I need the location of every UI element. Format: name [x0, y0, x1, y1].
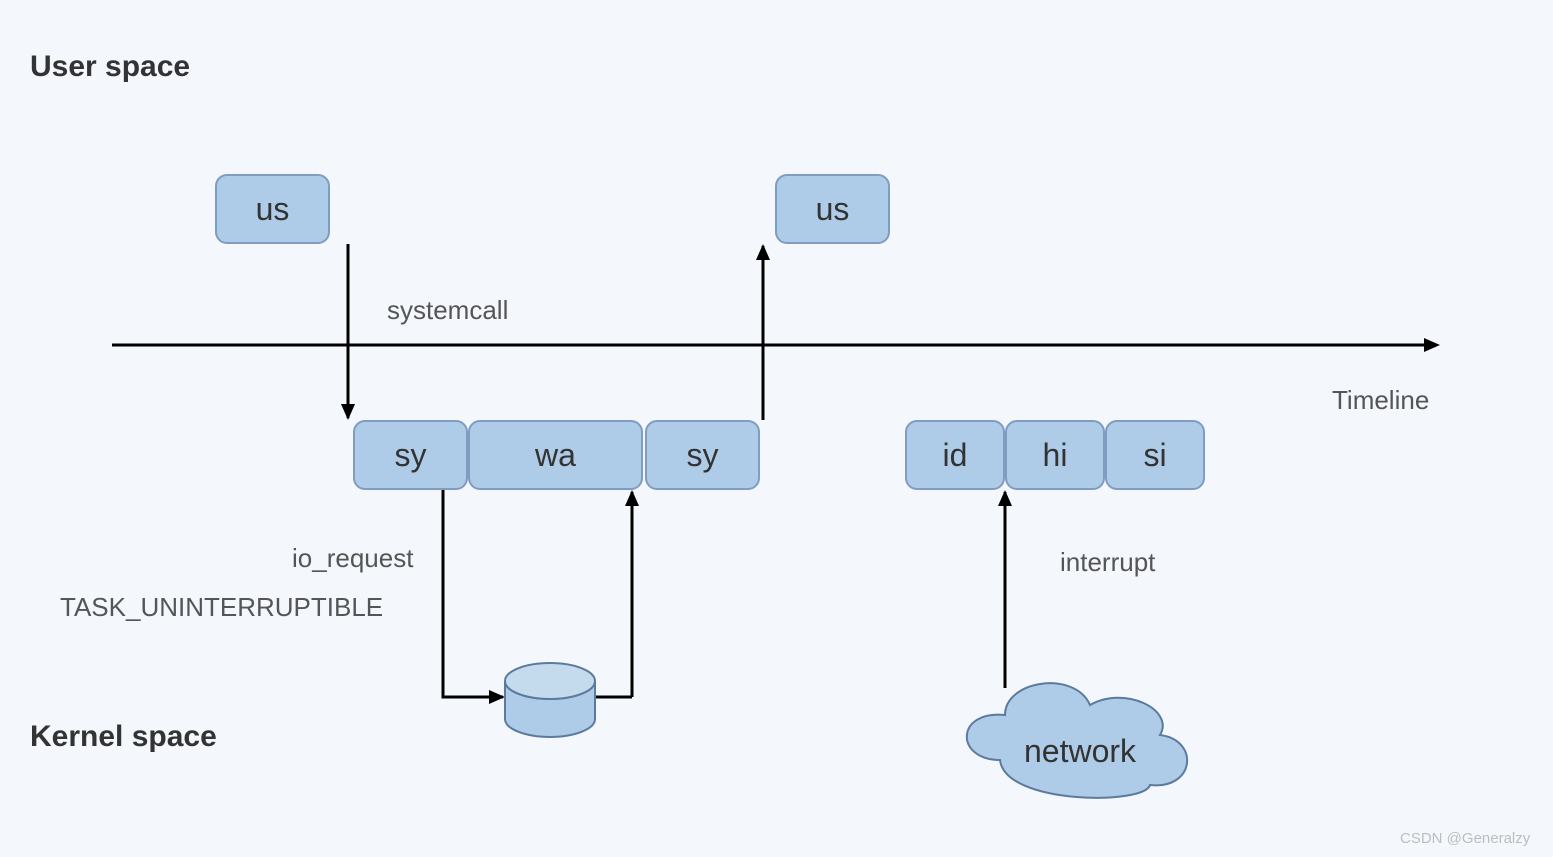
label-timeline: Timeline	[1332, 385, 1429, 416]
label-io-request: io_request	[292, 543, 413, 574]
node-label: us	[816, 191, 850, 228]
node-label: sy	[687, 437, 719, 474]
heading-kernel-space: Kernel space	[30, 720, 217, 754]
node-us-1: us	[215, 174, 330, 244]
node-label: id	[943, 437, 968, 474]
node-us-2: us	[775, 174, 890, 244]
diagram-background	[0, 0, 1553, 857]
heading-user-space: User space	[30, 50, 190, 84]
watermark: CSDN @Generalzy	[1400, 830, 1530, 847]
node-label: hi	[1043, 437, 1068, 474]
node-sy-1: sy	[353, 420, 468, 490]
node-wa: wa	[468, 420, 643, 490]
label-interrupt: interrupt	[1060, 547, 1155, 578]
node-label: sy	[395, 437, 427, 474]
node-label: us	[256, 191, 290, 228]
node-label: wa	[535, 437, 576, 474]
label-systemcall: systemcall	[387, 295, 508, 326]
node-si: si	[1105, 420, 1205, 490]
node-hi: hi	[1005, 420, 1105, 490]
node-id: id	[905, 420, 1005, 490]
node-label: si	[1143, 437, 1166, 474]
label-task-unint: TASK_UNINTERRUPTIBLE	[60, 592, 383, 623]
node-sy-2: sy	[645, 420, 760, 490]
